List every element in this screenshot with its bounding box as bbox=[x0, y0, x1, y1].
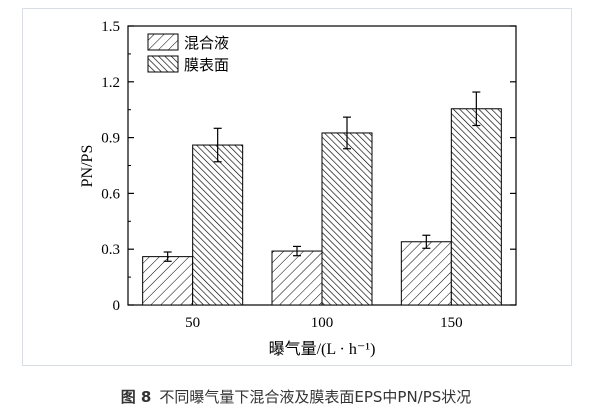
figure-caption-text: 不同曝气量下混合液及膜表面EPS中PN/PS状况 bbox=[159, 388, 472, 406]
figure-caption: 图 8 不同曝气量下混合液及膜表面EPS中PN/PS状况 bbox=[0, 386, 592, 407]
x-tick-label: 100 bbox=[311, 315, 334, 331]
x-axis-label: 曝气量/(L · h⁻¹) bbox=[269, 340, 376, 358]
bar-chart: 00.30.60.91.21.5 50 100 150 混合液 膜表面 PN/PS … bbox=[79, 19, 517, 358]
figure-caption-label: 图 8 bbox=[120, 388, 152, 406]
bar-membrane-surface bbox=[450, 108, 502, 306]
y-tick-label: 0.9 bbox=[101, 131, 120, 147]
bar-membrane-surface bbox=[321, 132, 373, 306]
legend-label-membrane-surface: 膜表面 bbox=[184, 56, 229, 74]
y-tick-label: 0.6 bbox=[101, 186, 120, 202]
bars bbox=[142, 108, 502, 306]
y-axis-label: PN/PS bbox=[79, 145, 96, 188]
bar-membrane-surface bbox=[192, 144, 244, 306]
bar-mixed-liquor bbox=[400, 241, 452, 306]
legend-swatch-membrane-surface bbox=[147, 55, 179, 73]
bar-mixed-liquor bbox=[142, 256, 194, 306]
legend-swatch-mixed-liquor bbox=[147, 33, 179, 51]
bar-mixed-liquor bbox=[271, 250, 323, 306]
y-tick-label: 1.5 bbox=[101, 19, 120, 35]
y-axis: 0 0.3 0.6 0.9 1.2 1.5 bbox=[101, 19, 516, 314]
x-tick-label: 150 bbox=[440, 315, 463, 331]
x-axis: 50 100 150 bbox=[185, 299, 463, 331]
legend: 混合液 膜表面 bbox=[147, 33, 229, 74]
y-tick-label: 1.2 bbox=[101, 75, 120, 91]
error-bars bbox=[163, 91, 481, 262]
y-tick-label: 0 bbox=[113, 298, 121, 314]
legend-label-mixed-liquor: 混合液 bbox=[184, 34, 229, 52]
y-tick-label: 0.3 bbox=[101, 242, 120, 258]
x-tick-label: 50 bbox=[185, 315, 200, 331]
